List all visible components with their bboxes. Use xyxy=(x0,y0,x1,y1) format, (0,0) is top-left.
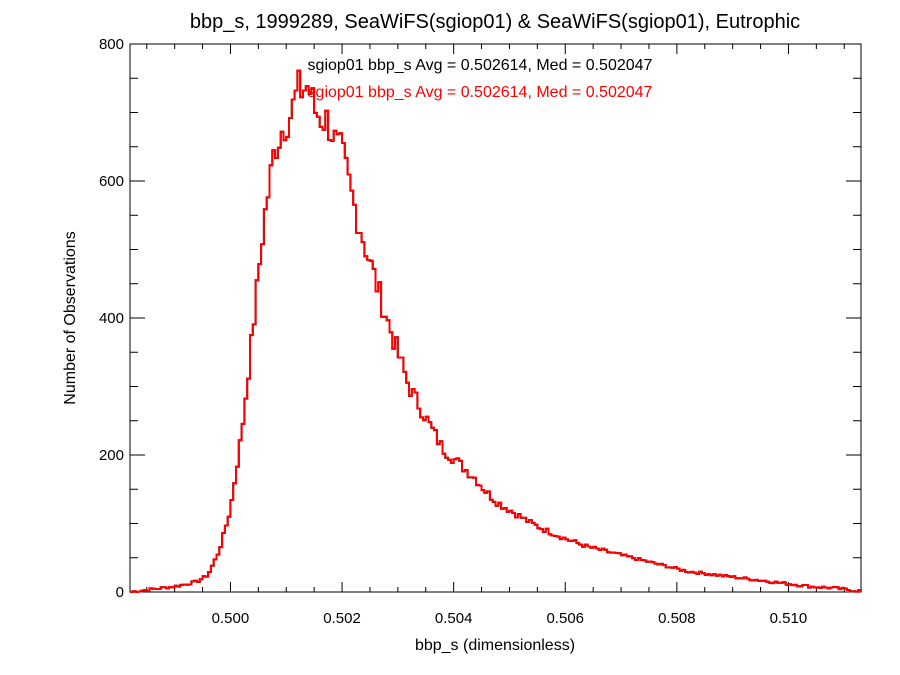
series-lines xyxy=(130,69,862,593)
x-tick-label-0: 0.500 xyxy=(212,610,250,627)
y-axis-label: Number of Observations xyxy=(62,231,79,404)
y-tick-label-0: 0 xyxy=(116,584,124,601)
x-tick-label-4: 0.508 xyxy=(658,610,696,627)
axis-tick-labels: 0.500 0.502 0.504 0.506 0.508 0.510 0 200 400 600… xyxy=(99,36,807,627)
x-axis-label: bbp_s (dimensionless) xyxy=(415,637,575,654)
chart-title: bbp_s, 1999289, SeaWiFS(sgiop01) & SeaWi… xyxy=(190,11,800,33)
annotation-1: sgiop01 bbp_s Avg = 0.502614, Med = 0.50… xyxy=(308,84,653,101)
y-tick-label-2: 400 xyxy=(99,310,124,327)
plot-frame xyxy=(129,43,862,593)
x-tick-label-2: 0.504 xyxy=(435,610,473,627)
x-tick-label-3: 0.506 xyxy=(546,610,584,627)
x-tick-label-5: 0.510 xyxy=(770,610,808,627)
axis-ticks xyxy=(130,43,861,593)
histogram-series-1 xyxy=(130,69,862,593)
y-tick-label-3: 600 xyxy=(99,173,124,190)
y-tick-label-1: 200 xyxy=(99,447,124,464)
annotations: sgiop01 bbp_s Avg = 0.502614, Med = 0.50… xyxy=(308,57,653,101)
histogram-series-0 xyxy=(130,69,862,593)
y-tick-label-4: 800 xyxy=(99,36,124,53)
x-tick-label-1: 0.502 xyxy=(323,610,361,627)
annotation-0: sgiop01 bbp_s Avg = 0.502614, Med = 0.50… xyxy=(308,57,653,74)
